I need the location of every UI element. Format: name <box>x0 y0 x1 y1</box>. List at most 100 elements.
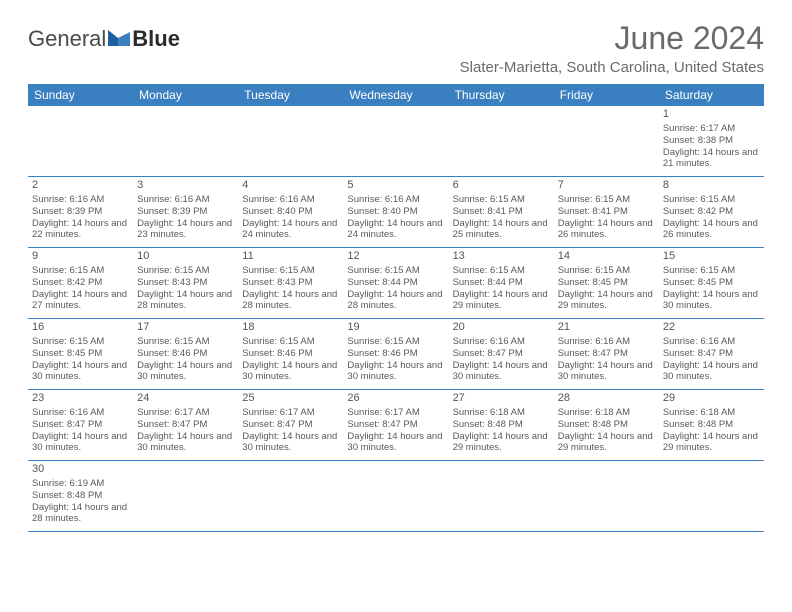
daylight-line: Daylight: 14 hours and 29 minutes. <box>453 289 550 313</box>
sunrise-line: Sunrise: 6:15 AM <box>663 265 760 277</box>
day-cell: 3Sunrise: 6:16 AMSunset: 8:39 PMDaylight… <box>133 177 238 247</box>
page-header: General Blue June 2024 Slater-Marietta, … <box>28 20 764 76</box>
calendar-grid: SundayMondayTuesdayWednesdayThursdayFrid… <box>28 84 764 532</box>
weekday-label: Saturday <box>659 84 764 106</box>
sunrise-line: Sunrise: 6:15 AM <box>242 336 339 348</box>
day-number: 27 <box>453 392 550 406</box>
daylight-line: Daylight: 14 hours and 26 minutes. <box>558 218 655 242</box>
sunset-line: Sunset: 8:46 PM <box>137 348 234 360</box>
logo-flag-icon <box>108 26 132 52</box>
day-number: 16 <box>32 321 129 335</box>
day-cell: 15Sunrise: 6:15 AMSunset: 8:45 PMDayligh… <box>659 248 764 318</box>
week-row: 9Sunrise: 6:15 AMSunset: 8:42 PMDaylight… <box>28 248 764 319</box>
day-number: 15 <box>663 250 760 264</box>
sunrise-line: Sunrise: 6:15 AM <box>242 265 339 277</box>
day-cell: 30Sunrise: 6:19 AMSunset: 8:48 PMDayligh… <box>28 461 133 531</box>
sunset-line: Sunset: 8:47 PM <box>347 419 444 431</box>
daylight-line: Daylight: 14 hours and 30 minutes. <box>558 360 655 384</box>
sunrise-line: Sunrise: 6:15 AM <box>32 336 129 348</box>
day-number: 21 <box>558 321 655 335</box>
day-cell <box>554 461 659 531</box>
sunrise-line: Sunrise: 6:17 AM <box>663 123 760 135</box>
day-cell: 19Sunrise: 6:15 AMSunset: 8:46 PMDayligh… <box>343 319 448 389</box>
day-number: 10 <box>137 250 234 264</box>
daylight-line: Daylight: 14 hours and 29 minutes. <box>663 431 760 455</box>
sunrise-line: Sunrise: 6:15 AM <box>347 336 444 348</box>
day-number: 19 <box>347 321 444 335</box>
daylight-line: Daylight: 14 hours and 30 minutes. <box>32 360 129 384</box>
location-label: Slater-Marietta, South Carolina, United … <box>460 59 764 76</box>
sunrise-line: Sunrise: 6:17 AM <box>242 407 339 419</box>
weekday-header-row: SundayMondayTuesdayWednesdayThursdayFrid… <box>28 84 764 106</box>
sunset-line: Sunset: 8:38 PM <box>663 135 760 147</box>
sunset-line: Sunset: 8:47 PM <box>137 419 234 431</box>
sunset-line: Sunset: 8:47 PM <box>32 419 129 431</box>
daylight-line: Daylight: 14 hours and 28 minutes. <box>347 289 444 313</box>
day-cell: 8Sunrise: 6:15 AMSunset: 8:42 PMDaylight… <box>659 177 764 247</box>
sunrise-line: Sunrise: 6:18 AM <box>558 407 655 419</box>
sunset-line: Sunset: 8:40 PM <box>347 206 444 218</box>
daylight-line: Daylight: 14 hours and 30 minutes. <box>137 360 234 384</box>
day-cell: 7Sunrise: 6:15 AMSunset: 8:41 PMDaylight… <box>554 177 659 247</box>
month-title: June 2024 <box>460 20 764 57</box>
daylight-line: Daylight: 14 hours and 30 minutes. <box>663 360 760 384</box>
day-cell: 12Sunrise: 6:15 AMSunset: 8:44 PMDayligh… <box>343 248 448 318</box>
sunrise-line: Sunrise: 6:18 AM <box>453 407 550 419</box>
daylight-line: Daylight: 14 hours and 30 minutes. <box>453 360 550 384</box>
day-number: 18 <box>242 321 339 335</box>
sunrise-line: Sunrise: 6:16 AM <box>663 336 760 348</box>
sunset-line: Sunset: 8:48 PM <box>558 419 655 431</box>
weekday-label: Friday <box>554 84 659 106</box>
day-number: 2 <box>32 179 129 193</box>
day-number: 17 <box>137 321 234 335</box>
weekday-label: Tuesday <box>238 84 343 106</box>
day-number: 12 <box>347 250 444 264</box>
weekday-label: Wednesday <box>343 84 448 106</box>
sunrise-line: Sunrise: 6:18 AM <box>663 407 760 419</box>
daylight-line: Daylight: 14 hours and 30 minutes. <box>242 431 339 455</box>
day-number: 7 <box>558 179 655 193</box>
sunrise-line: Sunrise: 6:16 AM <box>558 336 655 348</box>
day-cell: 24Sunrise: 6:17 AMSunset: 8:47 PMDayligh… <box>133 390 238 460</box>
title-block: June 2024 Slater-Marietta, South Carolin… <box>460 20 764 76</box>
day-number: 24 <box>137 392 234 406</box>
daylight-line: Daylight: 14 hours and 30 minutes. <box>663 289 760 313</box>
sunrise-line: Sunrise: 6:15 AM <box>453 194 550 206</box>
day-cell <box>659 461 764 531</box>
sunset-line: Sunset: 8:43 PM <box>137 277 234 289</box>
day-cell: 29Sunrise: 6:18 AMSunset: 8:48 PMDayligh… <box>659 390 764 460</box>
day-cell: 14Sunrise: 6:15 AMSunset: 8:45 PMDayligh… <box>554 248 659 318</box>
day-cell <box>238 461 343 531</box>
sunset-line: Sunset: 8:45 PM <box>32 348 129 360</box>
sunset-line: Sunset: 8:47 PM <box>558 348 655 360</box>
sunset-line: Sunset: 8:47 PM <box>242 419 339 431</box>
daylight-line: Daylight: 14 hours and 26 minutes. <box>663 218 760 242</box>
sunset-line: Sunset: 8:45 PM <box>558 277 655 289</box>
sunset-line: Sunset: 8:48 PM <box>32 490 129 502</box>
daylight-line: Daylight: 14 hours and 30 minutes. <box>137 431 234 455</box>
daylight-line: Daylight: 14 hours and 30 minutes. <box>242 360 339 384</box>
day-cell <box>133 106 238 176</box>
sunset-line: Sunset: 8:42 PM <box>663 206 760 218</box>
sunset-line: Sunset: 8:40 PM <box>242 206 339 218</box>
day-cell: 26Sunrise: 6:17 AMSunset: 8:47 PMDayligh… <box>343 390 448 460</box>
logo-text-2: Blue <box>132 26 180 52</box>
weekday-label: Thursday <box>449 84 554 106</box>
day-cell: 23Sunrise: 6:16 AMSunset: 8:47 PMDayligh… <box>28 390 133 460</box>
day-number: 4 <box>242 179 339 193</box>
sunset-line: Sunset: 8:39 PM <box>32 206 129 218</box>
sunrise-line: Sunrise: 6:17 AM <box>137 407 234 419</box>
sunrise-line: Sunrise: 6:15 AM <box>347 265 444 277</box>
day-cell: 9Sunrise: 6:15 AMSunset: 8:42 PMDaylight… <box>28 248 133 318</box>
day-number: 13 <box>453 250 550 264</box>
day-cell: 6Sunrise: 6:15 AMSunset: 8:41 PMDaylight… <box>449 177 554 247</box>
sunset-line: Sunset: 8:43 PM <box>242 277 339 289</box>
weekday-label: Monday <box>133 84 238 106</box>
sunset-line: Sunset: 8:39 PM <box>137 206 234 218</box>
week-row: 23Sunrise: 6:16 AMSunset: 8:47 PMDayligh… <box>28 390 764 461</box>
day-cell <box>449 106 554 176</box>
daylight-line: Daylight: 14 hours and 25 minutes. <box>453 218 550 242</box>
sunset-line: Sunset: 8:47 PM <box>453 348 550 360</box>
daylight-line: Daylight: 14 hours and 29 minutes. <box>558 431 655 455</box>
sunrise-line: Sunrise: 6:16 AM <box>242 194 339 206</box>
